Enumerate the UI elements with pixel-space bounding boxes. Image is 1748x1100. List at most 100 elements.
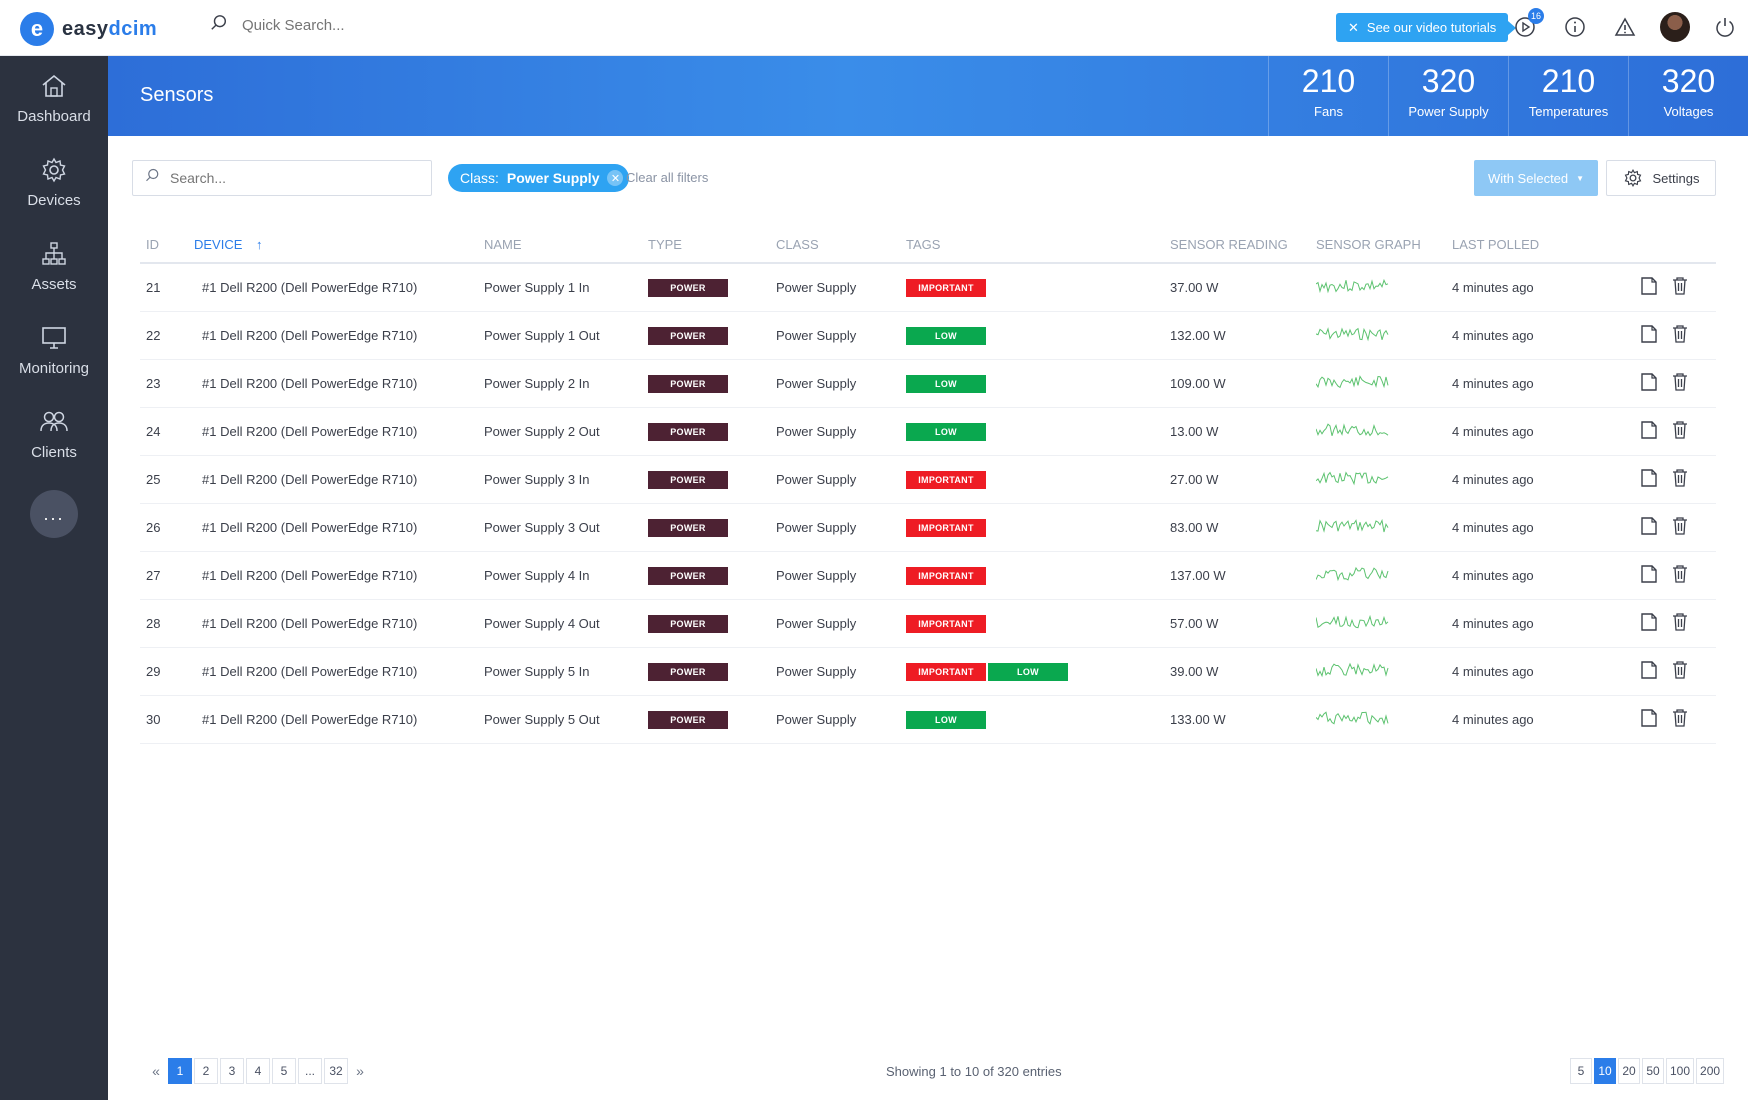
cell-name[interactable]: Power Supply 3 In <box>484 472 590 487</box>
column-header-type[interactable]: TYPE <box>648 236 682 252</box>
cell-device[interactable]: #1 Dell R200 (Dell PowerEdge R710) <box>202 664 418 679</box>
stat-voltages[interactable]: 320 Voltages <box>1628 56 1748 136</box>
edit-icon[interactable] <box>1640 660 1658 683</box>
cell-device[interactable]: #1 Dell R200 (Dell PowerEdge R710) <box>202 376 418 391</box>
column-header-class[interactable]: CLASS <box>776 236 819 252</box>
cell-device[interactable]: #1 Dell R200 (Dell PowerEdge R710) <box>202 328 418 343</box>
quick-search-input[interactable] <box>242 17 422 34</box>
cell-sensor-graph[interactable] <box>1315 517 1452 538</box>
settings-button[interactable]: Settings <box>1606 160 1716 196</box>
table-row[interactable]: 21 #1 Dell R200 (Dell PowerEdge R710) Po… <box>140 264 1716 312</box>
cell-sensor-graph[interactable] <box>1315 373 1452 394</box>
cell-name[interactable]: Power Supply 3 Out <box>484 520 600 535</box>
table-row[interactable]: 30 #1 Dell R200 (Dell PowerEdge R710) Po… <box>140 696 1716 744</box>
more-button[interactable]: ... <box>30 490 78 538</box>
with-selected-button[interactable]: With Selected ▼ <box>1474 160 1598 196</box>
next-page-icon[interactable]: » <box>356 1063 364 1079</box>
cell-device[interactable]: #1 Dell R200 (Dell PowerEdge R710) <box>202 280 418 295</box>
trash-icon[interactable] <box>1672 468 1688 491</box>
sidebar-item-assets[interactable]: Assets <box>0 224 108 308</box>
sidebar-item-devices[interactable]: Devices <box>0 140 108 224</box>
clear-filters-link[interactable]: Clear all filters <box>626 170 709 185</box>
prev-page-icon[interactable]: « <box>152 1063 160 1079</box>
page-size-option[interactable]: 100 <box>1666 1058 1695 1084</box>
power-icon[interactable] <box>1710 12 1740 42</box>
video-tutorials-pill[interactable]: ✕ See our video tutorials <box>1336 13 1517 42</box>
page-size-option[interactable]: 20 <box>1618 1058 1640 1084</box>
warning-icon[interactable] <box>1610 12 1640 42</box>
stat-fans[interactable]: 210 Fans <box>1268 56 1388 136</box>
page-size-option[interactable]: 50 <box>1642 1058 1664 1084</box>
column-header-id[interactable]: ID <box>146 236 159 252</box>
filter-chip-class[interactable]: Class: Power Supply ✕ <box>448 164 630 192</box>
sidebar-item-clients[interactable]: Clients <box>0 392 108 476</box>
cell-name[interactable]: Power Supply 2 In <box>484 376 590 391</box>
cell-sensor-graph[interactable] <box>1315 661 1452 682</box>
table-row[interactable]: 24 #1 Dell R200 (Dell PowerEdge R710) Po… <box>140 408 1716 456</box>
edit-icon[interactable] <box>1640 708 1658 731</box>
trash-icon[interactable] <box>1672 516 1688 539</box>
page-button[interactable]: 2 <box>194 1058 218 1084</box>
table-row[interactable]: 26 #1 Dell R200 (Dell PowerEdge R710) Po… <box>140 504 1716 552</box>
page-button[interactable]: 1 <box>168 1058 192 1084</box>
trash-icon[interactable] <box>1672 660 1688 683</box>
edit-icon[interactable] <box>1640 372 1658 395</box>
cell-name[interactable]: Power Supply 1 Out <box>484 328 600 343</box>
cell-device[interactable]: #1 Dell R200 (Dell PowerEdge R710) <box>202 424 418 439</box>
user-avatar[interactable] <box>1660 12 1690 42</box>
cell-name[interactable]: Power Supply 4 Out <box>484 616 600 631</box>
cell-device[interactable]: #1 Dell R200 (Dell PowerEdge R710) <box>202 520 418 535</box>
stat-power-supply[interactable]: 320 Power Supply <box>1388 56 1508 136</box>
trash-icon[interactable] <box>1672 324 1688 347</box>
trash-icon[interactable] <box>1672 276 1688 299</box>
search-input[interactable] <box>170 170 410 186</box>
cell-device[interactable]: #1 Dell R200 (Dell PowerEdge R710) <box>202 616 418 631</box>
close-icon[interactable]: ✕ <box>1348 19 1359 35</box>
sidebar-item-dashboard[interactable]: Dashboard <box>0 56 108 140</box>
page-button[interactable]: 32 <box>324 1058 348 1084</box>
info-icon[interactable] <box>1560 12 1590 42</box>
column-header-sensor-reading[interactable]: SENSOR READING <box>1170 236 1288 252</box>
edit-icon[interactable] <box>1640 276 1658 299</box>
table-row[interactable]: 23 #1 Dell R200 (Dell PowerEdge R710) Po… <box>140 360 1716 408</box>
app-logo[interactable]: e easydcim <box>20 12 157 46</box>
trash-icon[interactable] <box>1672 372 1688 395</box>
edit-icon[interactable] <box>1640 324 1658 347</box>
remove-filter-icon[interactable]: ✕ <box>607 170 624 186</box>
table-row[interactable]: 25 #1 Dell R200 (Dell PowerEdge R710) Po… <box>140 456 1716 504</box>
cell-name[interactable]: Power Supply 5 In <box>484 664 590 679</box>
cell-name[interactable]: Power Supply 5 Out <box>484 712 600 727</box>
column-header-tags[interactable]: TAGS <box>906 236 941 252</box>
page-button[interactable]: 5 <box>272 1058 296 1084</box>
column-header-last-polled[interactable]: LAST POLLED <box>1452 236 1540 252</box>
cell-device[interactable]: #1 Dell R200 (Dell PowerEdge R710) <box>202 472 418 487</box>
cell-device[interactable]: #1 Dell R200 (Dell PowerEdge R710) <box>202 712 418 727</box>
trash-icon[interactable] <box>1672 420 1688 443</box>
play-icon[interactable]: 16 <box>1510 8 1544 42</box>
page-button[interactable]: 4 <box>246 1058 270 1084</box>
cell-name[interactable]: Power Supply 4 In <box>484 568 590 583</box>
cell-sensor-graph[interactable] <box>1315 469 1452 490</box>
column-header-device[interactable]: DEVICE ↑ <box>194 237 484 252</box>
search-icon[interactable] <box>210 14 228 37</box>
table-row[interactable]: 27 #1 Dell R200 (Dell PowerEdge R710) Po… <box>140 552 1716 600</box>
edit-icon[interactable] <box>1640 564 1658 587</box>
cell-sensor-graph[interactable] <box>1315 613 1452 634</box>
table-row[interactable]: 28 #1 Dell R200 (Dell PowerEdge R710) Po… <box>140 600 1716 648</box>
cell-name[interactable]: Power Supply 2 Out <box>484 424 600 439</box>
page-button[interactable]: ... <box>298 1058 322 1084</box>
page-size-option[interactable]: 5 <box>1570 1058 1592 1084</box>
cell-name[interactable]: Power Supply 1 In <box>484 280 590 295</box>
trash-icon[interactable] <box>1672 708 1688 731</box>
cell-sensor-graph[interactable] <box>1315 325 1452 346</box>
edit-icon[interactable] <box>1640 516 1658 539</box>
edit-icon[interactable] <box>1640 612 1658 635</box>
cell-device[interactable]: #1 Dell R200 (Dell PowerEdge R710) <box>202 568 418 583</box>
trash-icon[interactable] <box>1672 612 1688 635</box>
table-row[interactable]: 29 #1 Dell R200 (Dell PowerEdge R710) Po… <box>140 648 1716 696</box>
cell-sensor-graph[interactable] <box>1315 709 1452 730</box>
column-header-name[interactable]: NAME <box>484 236 522 252</box>
cell-sensor-graph[interactable] <box>1315 277 1452 298</box>
cell-sensor-graph[interactable] <box>1315 565 1452 586</box>
edit-icon[interactable] <box>1640 468 1658 491</box>
